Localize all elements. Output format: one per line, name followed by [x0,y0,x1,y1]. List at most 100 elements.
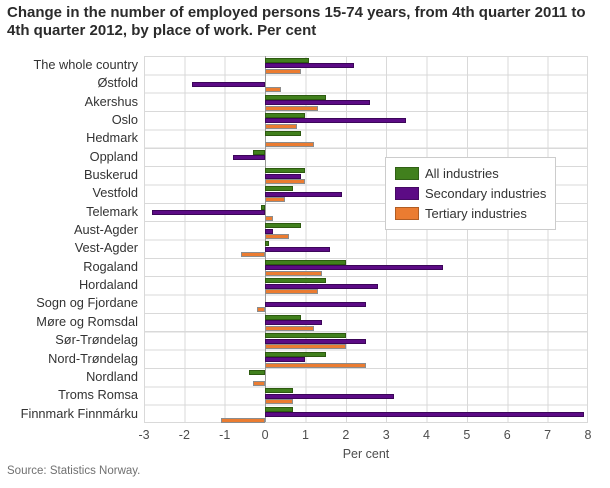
bar-tertiary-industries-vest-agder[interactable] [240,252,266,258]
legend: All industries Secondary industries Tertia… [385,157,556,230]
bar-secondary-industries-hordaland[interactable] [265,283,379,289]
bar-tertiary-industries-troms-romsa[interactable] [265,399,294,405]
bar-tertiary-industries-the-whole-country[interactable] [265,68,302,74]
category-axis: The whole country Østfold Akershus Oslo Hedm… [0,56,138,423]
category-label-the-whole-country: The whole country [33,57,138,72]
bar-all-industries-aust-agder[interactable] [265,223,302,229]
bar-secondary-industries-the-whole-country[interactable] [265,63,354,69]
legend-swatch-secondary-industries [395,186,419,200]
legend-label-secondary-industries: Secondary industries [425,185,547,201]
bar-all-industries-hedmark[interactable] [265,131,302,137]
bar-tertiary-industries-sogn-og-fjordane[interactable] [257,307,266,313]
bar-all-industries-vest-agder[interactable] [265,241,270,247]
bar-secondary-industries-s-r-tr-ndelag[interactable] [265,338,366,344]
bar-all-industries-hordaland[interactable] [265,278,326,284]
bar-secondary-industries-telemark[interactable] [152,210,266,216]
bar-tertiary-industries-hordaland[interactable] [265,289,318,295]
x-tick-4: 4 [423,428,431,442]
bar-secondary-industries-akershus[interactable] [265,100,371,106]
x-tick-5: 5 [463,428,471,442]
bar-secondary-industries-rogaland[interactable] [265,265,443,271]
x-tick-0: 0 [261,428,269,442]
x-tick-2: 2 [342,428,350,442]
bar-tertiary-industries-hedmark[interactable] [265,142,314,148]
bar-tertiary-industries-m-re-og-romsdal[interactable] [265,325,314,331]
category-label-hordaland: Hordaland [78,277,138,293]
category-label-nordland: Nordland [86,368,138,384]
category-label-akershus: Akershus [84,93,138,109]
bar-all-industries-vestfold[interactable] [265,186,294,192]
category-label-oppland: Oppland [89,148,138,164]
legend-item-tertiary-industries[interactable]: Tertiary industries [395,203,546,223]
bar-secondary-industries-buskerud[interactable] [265,173,302,179]
category-label-s-r-tr-ndelag: Sør-Trøndelag [55,332,138,348]
bar-all-industries-oppland[interactable] [252,149,266,155]
category-label-finnmark-finnm-rku: Finnmark Finnmárku [20,405,138,421]
category-label-aust-agder: Aust-Agder [73,222,138,238]
x-tick-1: 1 [301,428,309,442]
bar-secondary-industries-stfold[interactable] [192,81,266,87]
bar-all-industries-troms-romsa[interactable] [265,388,294,394]
bar-tertiary-industries-telemark[interactable] [265,215,274,221]
bar-all-industries-telemark[interactable] [261,204,266,210]
bar-all-industries-m-re-og-romsdal[interactable] [265,314,302,320]
bar-all-industries-akershus[interactable] [265,94,326,100]
bar-all-industries-oslo[interactable] [265,112,306,118]
bar-tertiary-industries-rogaland[interactable] [265,270,322,276]
x-tick--1: -1 [219,428,231,442]
chart-title: Change in the number of employed persons… [7,4,586,40]
bar-tertiary-industries-oslo[interactable] [265,123,298,129]
legend-item-all-industries[interactable]: All industries [395,163,546,183]
category-label-vest-agder: Vest-Agder [74,240,138,256]
bar-tertiary-industries-aust-agder[interactable] [265,234,290,240]
bar-tertiary-industries-nord-tr-ndelag[interactable] [265,362,366,368]
legend-label-tertiary-industries: Tertiary industries [425,205,527,221]
category-label-m-re-og-romsdal: Møre og Romsdal [36,313,138,329]
bar-all-industries-the-whole-country[interactable] [265,57,310,63]
bar-secondary-industries-oslo[interactable] [265,118,407,124]
bar-tertiary-industries-buskerud[interactable] [265,179,306,184]
bar-tertiary-industries-stfold[interactable] [265,87,282,93]
category-label-rogaland: Rogaland [83,258,138,274]
bar-secondary-industries-m-re-og-romsdal[interactable] [265,320,322,326]
category-label-oslo: Oslo [111,112,138,128]
source-note: Source: Statistics Norway. [7,465,141,477]
bar-all-industries-s-r-tr-ndelag[interactable] [265,333,346,339]
bar-secondary-industries-vest-agder[interactable] [265,246,330,252]
bar-all-industries-buskerud[interactable] [265,168,306,173]
bar-secondary-industries-nord-tr-ndelag[interactable] [265,357,306,362]
x-tick-8: 8 [584,428,592,442]
bar-secondary-industries-aust-agder[interactable] [265,228,274,234]
bar-all-industries-finnmark-finnm-rku[interactable] [265,406,294,412]
legend-label-all-industries: All industries [425,165,499,181]
legend-swatch-tertiary-industries [395,206,419,220]
bar-secondary-industries-finnmark-finnm-rku[interactable] [265,412,584,418]
bar-tertiary-industries-nordland[interactable] [252,380,266,386]
bar-secondary-industries-vestfold[interactable] [265,191,342,197]
legend-item-secondary-industries[interactable]: Secondary industries [395,183,546,203]
bar-all-industries-nordland[interactable] [248,369,266,375]
x-tick-7: 7 [544,428,552,442]
bar-tertiary-industries-akershus[interactable] [265,105,318,111]
bar-tertiary-industries-finnmark-finnm-rku[interactable] [220,417,266,423]
category-label-vestfold: Vestfold [92,185,138,201]
bar-secondary-industries-oppland[interactable] [232,155,266,161]
category-label-nord-tr-ndelag: Nord-Trøndelag [48,350,138,366]
bar-all-industries-rogaland[interactable] [265,259,346,265]
bar-tertiary-industries-s-r-tr-ndelag[interactable] [265,344,346,350]
x-tick-3: 3 [382,428,390,442]
x-axis-ticks: -3 -2 -1 0 1 2 3 4 5 6 7 8 [0,428,610,443]
bar-secondary-industries-sogn-og-fjordane[interactable] [265,301,366,307]
plot-area [144,56,588,423]
x-tick--3: -3 [138,428,150,442]
category-label-stfold: Østfold [97,75,138,91]
bar-tertiary-industries-vestfold[interactable] [265,197,286,203]
x-axis-label: Per cent [342,447,390,461]
x-tick-6: 6 [503,428,511,442]
category-label-buskerud: Buskerud [83,167,138,183]
bar-secondary-industries-troms-romsa[interactable] [265,393,395,399]
legend-swatch-all-industries [395,166,419,180]
bar-all-industries-nord-tr-ndelag[interactable] [265,351,326,357]
x-tick--2: -2 [178,428,190,442]
